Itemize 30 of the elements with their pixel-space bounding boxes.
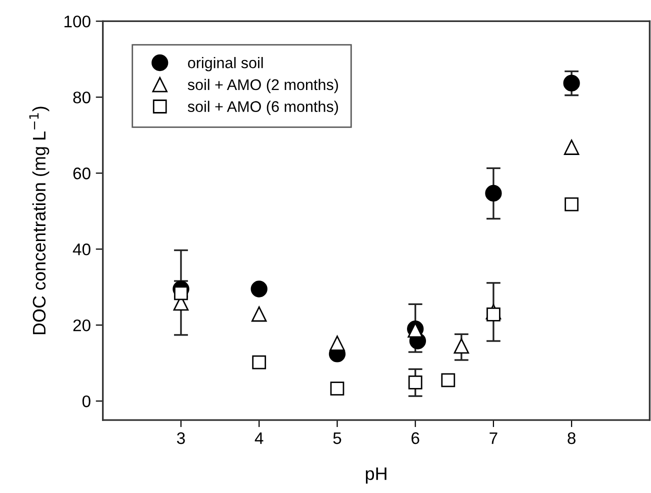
x-tick-label: 7 — [490, 432, 498, 444]
point — [454, 338, 470, 354]
point — [408, 375, 422, 390]
y-tick-label: 20 — [73, 319, 90, 332]
y-tick-label: 40 — [72, 244, 90, 256]
point — [251, 306, 267, 322]
legend-label: soil + AMO (6 months) — [188, 100, 338, 116]
legend-label: original soil — [188, 57, 263, 72]
y-tick-label: 80 — [73, 92, 90, 104]
x-tick-label: 8 — [568, 432, 576, 444]
y-tick-label: 0 — [82, 395, 90, 408]
point — [250, 280, 268, 298]
x-tick-label: 6 — [412, 432, 420, 444]
legend-label: soil + AMO (2 months) — [188, 78, 338, 94]
y-axis-title: DOC concentration (mg L$^{−1}$) — [29, 106, 50, 334]
point — [564, 197, 579, 212]
point — [564, 140, 580, 155]
point — [441, 373, 456, 388]
point — [486, 307, 500, 322]
point — [252, 355, 266, 370]
point — [330, 336, 345, 351]
point — [485, 184, 502, 202]
x-tick-label: 4 — [254, 432, 264, 444]
point — [563, 74, 580, 92]
x-axis-title: pH — [366, 467, 386, 484]
point — [330, 382, 344, 396]
x-tick-label: 5 — [333, 432, 342, 444]
x-tick-label: 3 — [176, 432, 185, 444]
y-tick-label: 100 — [64, 16, 90, 28]
y-tick-label: 60 — [73, 168, 90, 180]
